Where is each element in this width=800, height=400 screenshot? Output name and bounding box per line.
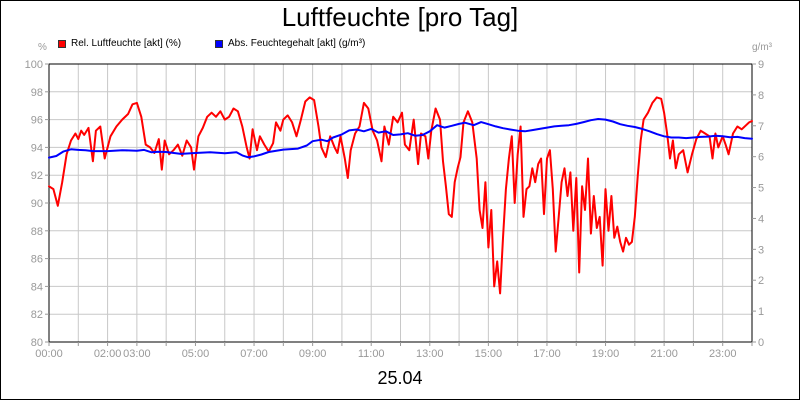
chart-title: Luftfeuchte [pro Tag] bbox=[281, 2, 519, 32]
y-left-tick-label: 88 bbox=[31, 226, 43, 238]
y-left-tick-label: 96 bbox=[31, 115, 43, 127]
x-tick-label: 00:00 bbox=[35, 348, 63, 360]
legend-label-rel-humidity: Rel. Luftfeuchte [akt] (%) bbox=[71, 38, 182, 49]
legend-item-rel-humidity: Rel. Luftfeuchte [akt] (%) bbox=[58, 38, 181, 49]
y-left-tick-label: 84 bbox=[31, 281, 43, 293]
x-tick-label: 23:00 bbox=[709, 348, 737, 360]
grid bbox=[49, 64, 752, 342]
y-left-tick-label: 86 bbox=[31, 254, 43, 266]
y-left-tick-label: 82 bbox=[31, 309, 43, 321]
x-tick-label: 07:00 bbox=[240, 348, 268, 360]
x-tick-label: 15:00 bbox=[475, 348, 503, 360]
y-right-tick-label: 2 bbox=[758, 275, 764, 287]
y-left-tick-label: 98 bbox=[31, 87, 43, 99]
y-left-tick-label: 94 bbox=[31, 142, 43, 154]
y-left-unit: % bbox=[38, 42, 47, 53]
y-left-tick-label: 100 bbox=[25, 59, 43, 71]
y-right-tick-label: 6 bbox=[758, 152, 764, 164]
x-tick-label: 05:00 bbox=[182, 348, 210, 360]
x-tick-label: 09:00 bbox=[299, 348, 327, 360]
x-tick-label: 03:00 bbox=[123, 348, 151, 360]
y-left-tick-label: 80 bbox=[31, 337, 43, 349]
x-tick-label: 11:00 bbox=[358, 348, 385, 360]
y-right-tick-label: 4 bbox=[758, 213, 764, 225]
x-tick-label: 13:00 bbox=[416, 348, 444, 360]
series-line-abs-humidity bbox=[48, 118, 753, 159]
y-right-tick-label: 3 bbox=[758, 244, 764, 256]
series-lines bbox=[48, 96, 753, 295]
legend-item-abs-humidity: Abs. Feuchtegehalt [akt] (g/m³) bbox=[215, 38, 365, 49]
legend-swatch-rel-humidity bbox=[58, 39, 66, 48]
y-right-unit: g/m³ bbox=[752, 42, 772, 53]
series-line-rel-humidity bbox=[48, 96, 753, 295]
axis-ticks: 80 82 84 86 88 90 92 94 96 98 100 0 1 2 3 4 5 6 7 8 9 00:00 02… bbox=[25, 59, 764, 360]
y-left-tick-label: 92 bbox=[31, 170, 43, 182]
x-tick-label: 19:00 bbox=[592, 348, 620, 360]
x-tick-label: 17:00 bbox=[533, 348, 561, 360]
y-right-tick-label: 7 bbox=[758, 121, 764, 133]
legend-swatch-abs-humidity bbox=[215, 39, 223, 48]
y-right-tick-label: 0 bbox=[758, 337, 764, 349]
y-right-tick-label: 8 bbox=[758, 90, 764, 102]
y-left-tick-label: 90 bbox=[31, 198, 43, 210]
x-tick-label: 21:00 bbox=[650, 348, 678, 360]
x-tick-label: 02:00 bbox=[94, 348, 122, 360]
date-label: 25.04 bbox=[377, 368, 423, 388]
legend-label-abs-humidity: Abs. Feuchtegehalt [akt] (g/m³) bbox=[228, 38, 366, 49]
y-right-tick-label: 1 bbox=[758, 306, 764, 318]
y-right-tick-label: 9 bbox=[758, 59, 764, 71]
y-right-tick-label: 5 bbox=[758, 183, 764, 195]
